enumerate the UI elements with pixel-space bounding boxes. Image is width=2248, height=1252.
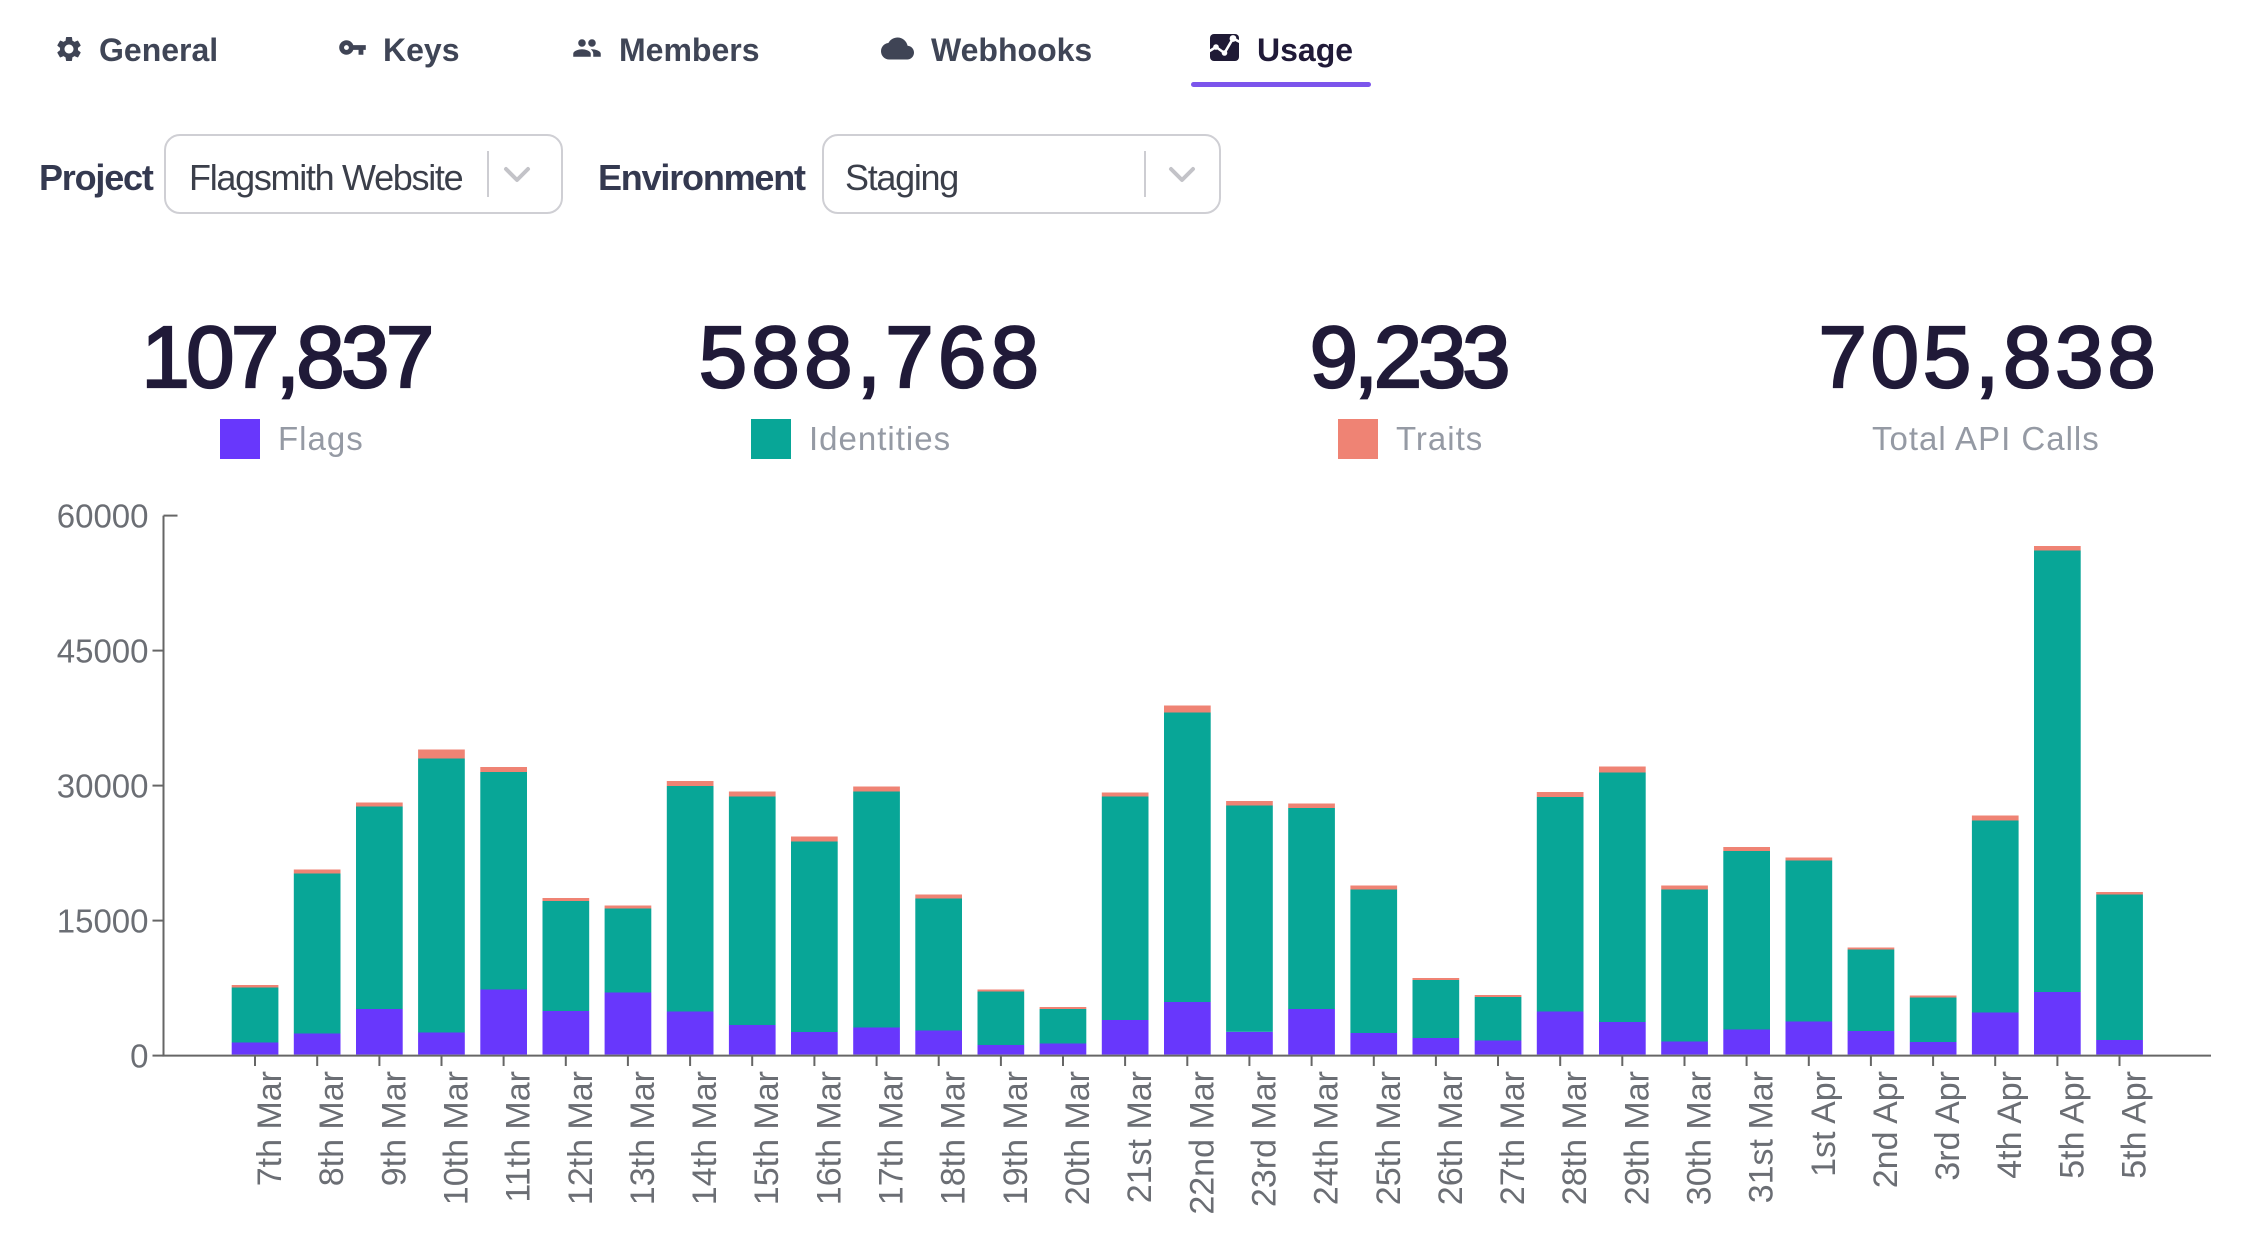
svg-text:2nd Apr: 2nd Apr <box>1867 1071 1905 1188</box>
svg-text:4th Apr: 4th Apr <box>1991 1071 2029 1179</box>
svg-text:7th Mar: 7th Mar <box>251 1071 289 1186</box>
svg-text:23rd Mar: 23rd Mar <box>1245 1071 1283 1207</box>
svg-text:60000: 60000 <box>57 497 149 534</box>
svg-text:17th Mar: 17th Mar <box>873 1071 911 1205</box>
svg-text:16th Mar: 16th Mar <box>810 1071 848 1205</box>
svg-text:5th Apr: 5th Apr <box>2053 1071 2091 1179</box>
svg-text:21st Mar: 21st Mar <box>1121 1071 1159 1203</box>
svg-text:19th Mar: 19th Mar <box>997 1071 1035 1205</box>
svg-text:9th Mar: 9th Mar <box>375 1071 413 1186</box>
svg-text:14th Mar: 14th Mar <box>686 1071 724 1205</box>
svg-text:11th Mar: 11th Mar <box>500 1071 538 1203</box>
svg-text:13th Mar: 13th Mar <box>624 1071 662 1205</box>
svg-text:10th Mar: 10th Mar <box>438 1071 476 1205</box>
svg-text:25th Mar: 25th Mar <box>1370 1071 1408 1205</box>
svg-text:28th Mar: 28th Mar <box>1556 1071 1594 1205</box>
svg-text:45000: 45000 <box>57 632 149 669</box>
svg-text:5th Apr: 5th Apr <box>2116 1071 2154 1179</box>
svg-text:27th Mar: 27th Mar <box>1494 1071 1532 1205</box>
svg-text:29th Mar: 29th Mar <box>1618 1071 1656 1205</box>
svg-text:30000: 30000 <box>57 767 149 804</box>
svg-text:15000: 15000 <box>57 902 149 939</box>
svg-text:12th Mar: 12th Mar <box>562 1071 600 1205</box>
svg-text:15th Mar: 15th Mar <box>748 1071 786 1205</box>
svg-text:24th Mar: 24th Mar <box>1308 1071 1346 1205</box>
svg-text:8th Mar: 8th Mar <box>313 1071 351 1186</box>
svg-text:30th Mar: 30th Mar <box>1681 1071 1719 1205</box>
svg-text:31st Mar: 31st Mar <box>1743 1071 1781 1203</box>
svg-text:18th Mar: 18th Mar <box>935 1071 973 1205</box>
svg-text:20th Mar: 20th Mar <box>1059 1071 1097 1205</box>
svg-text:0: 0 <box>130 1037 148 1074</box>
svg-text:22nd Mar: 22nd Mar <box>1183 1071 1221 1215</box>
svg-text:3rd Apr: 3rd Apr <box>1929 1071 1967 1181</box>
svg-text:1st Apr: 1st Apr <box>1805 1071 1843 1177</box>
svg-text:26th Mar: 26th Mar <box>1432 1071 1470 1205</box>
